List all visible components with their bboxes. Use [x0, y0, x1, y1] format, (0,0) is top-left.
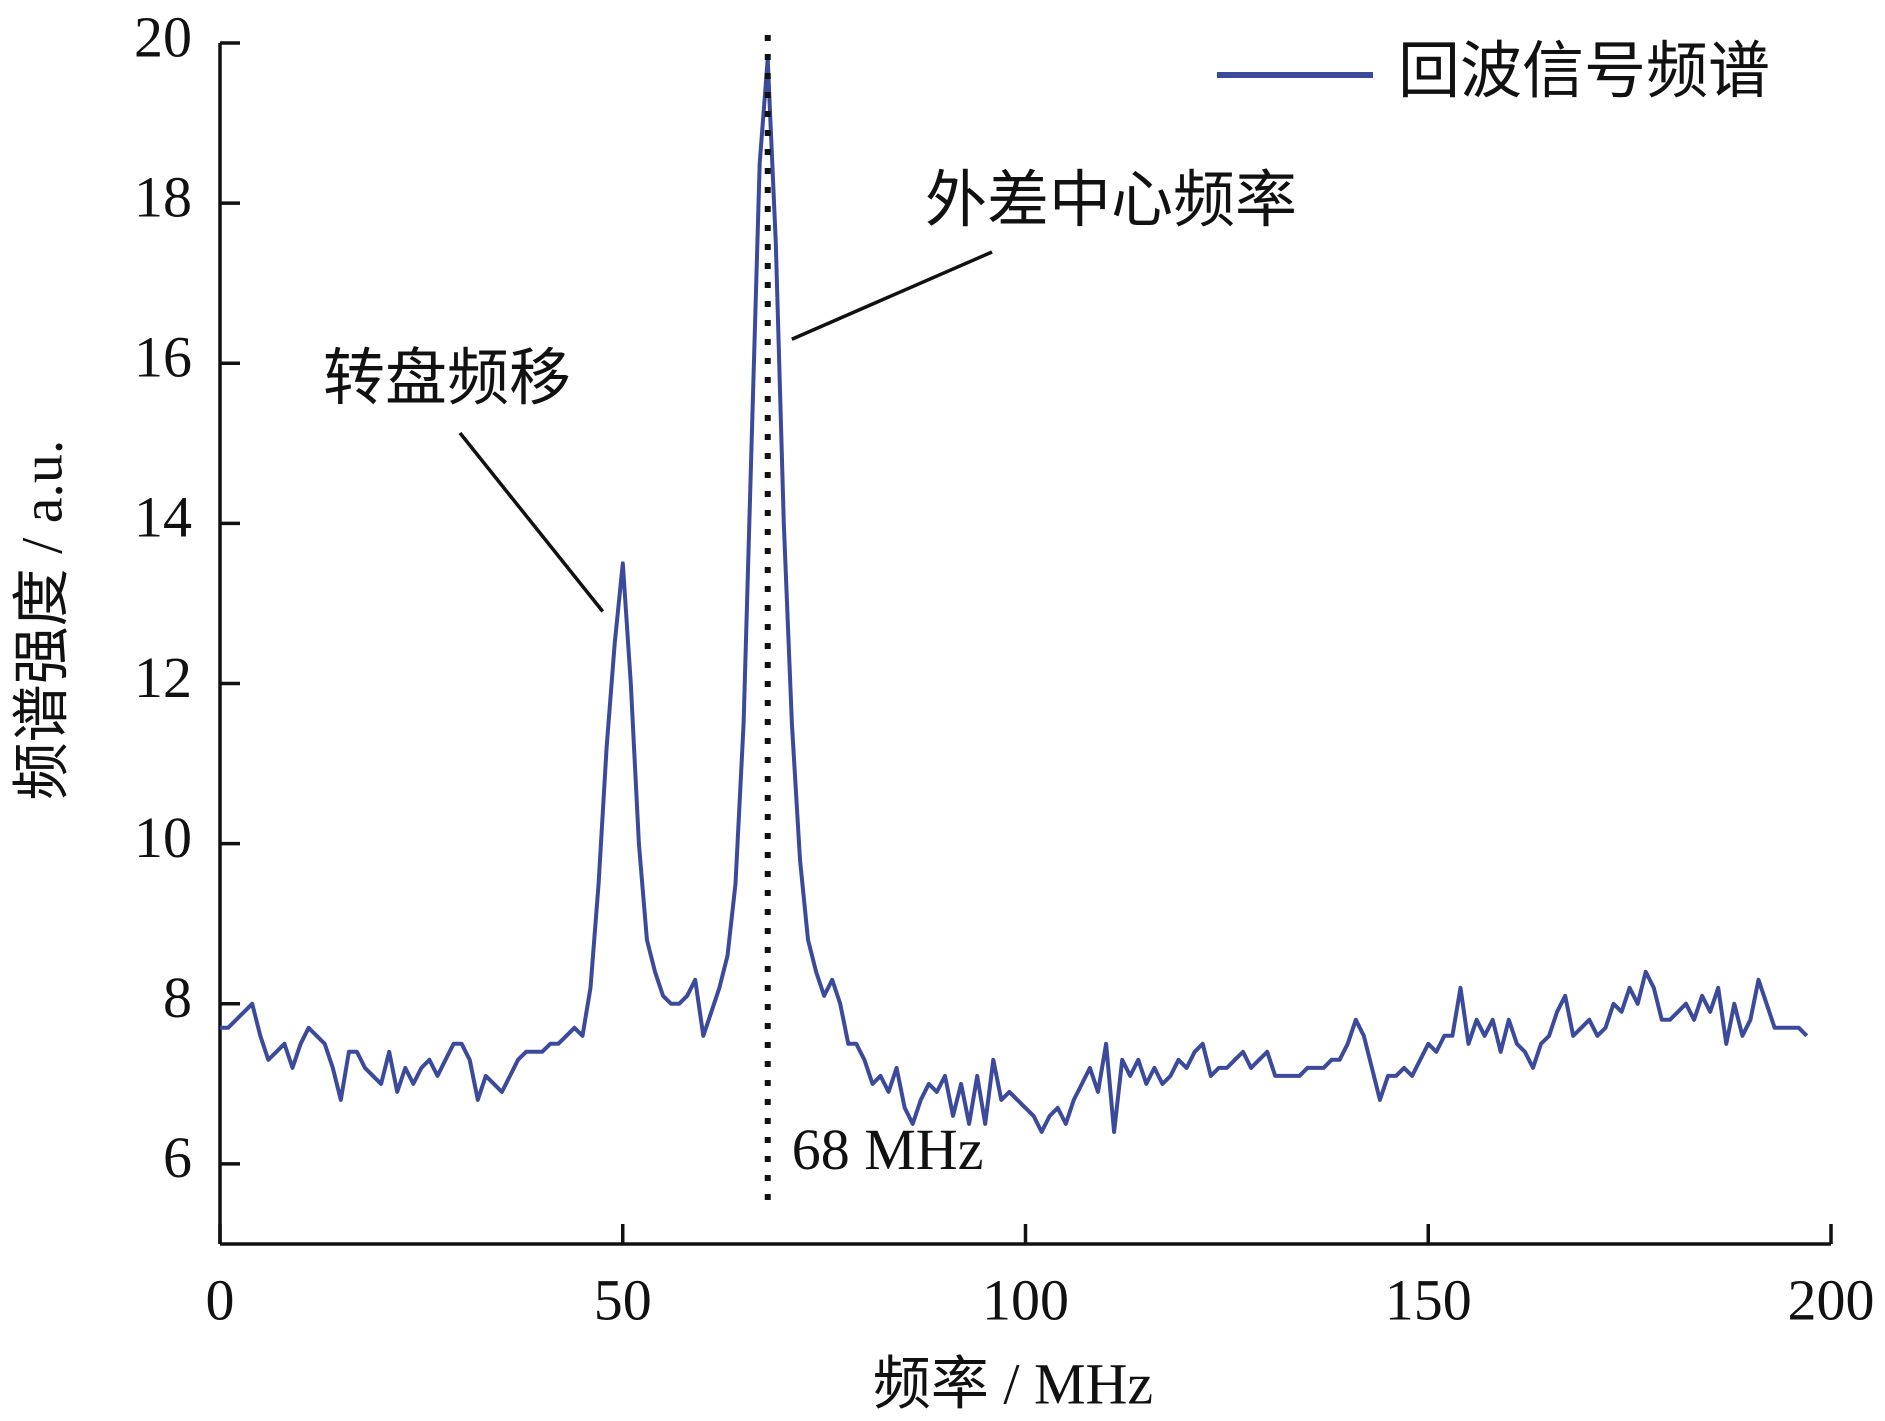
y-tick-label: 20 — [134, 4, 192, 69]
legend-label: 回波信号频谱 — [1398, 38, 1770, 106]
y-tick-label: 14 — [134, 485, 192, 550]
y-tick-label: 18 — [134, 164, 192, 229]
x-axis-title: 频率 / MHz — [873, 1351, 1153, 1416]
data-line — [220, 57, 1809, 1134]
annotation-leader — [791, 250, 993, 341]
x-tick-label: 100 — [982, 1267, 1069, 1332]
y-tick-label: 8 — [163, 965, 192, 1030]
x-tick-label: 150 — [1385, 1267, 1472, 1332]
y-axis-title: 频谱强度 / a.u. — [9, 440, 74, 801]
y-tick-label: 6 — [163, 1125, 192, 1190]
y-tick-label: 10 — [134, 805, 192, 870]
annotation: 外差中心频率 — [925, 167, 1297, 235]
annotation: 转盘频移 — [323, 345, 571, 413]
x-tick-label: 50 — [594, 1267, 652, 1332]
y-tick-label: 12 — [134, 645, 192, 710]
annotation: 68 MHz — [792, 1117, 984, 1182]
y-tick-label: 16 — [134, 325, 192, 390]
annotation-leader — [458, 431, 605, 613]
x-tick-label: 0 — [206, 1267, 235, 1332]
x-tick-label: 200 — [1788, 1267, 1875, 1332]
